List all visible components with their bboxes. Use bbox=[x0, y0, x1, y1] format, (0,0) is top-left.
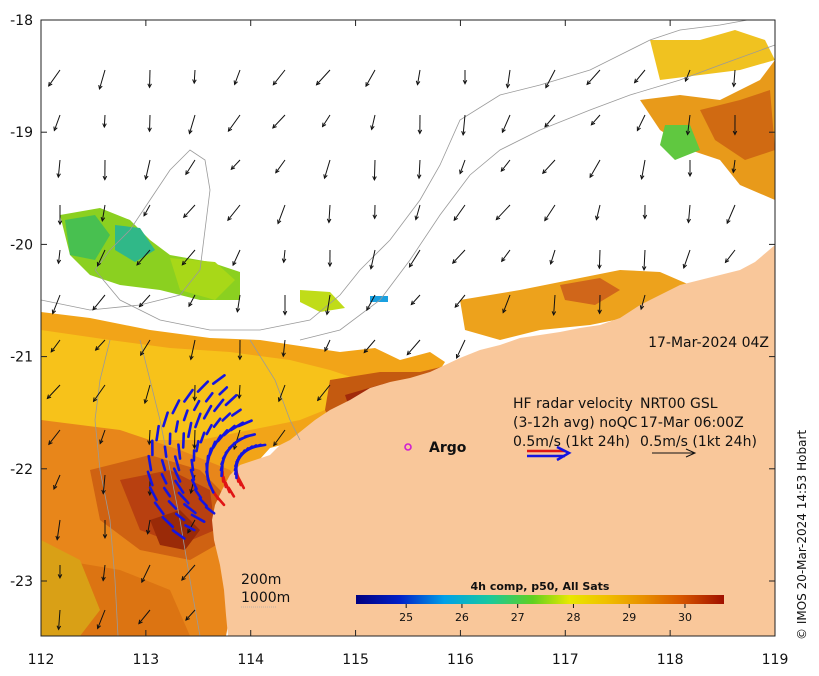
colorbar-gradient bbox=[356, 595, 724, 604]
lon-tick-label: 114 bbox=[237, 652, 264, 668]
lat-tick-label: -22 bbox=[10, 462, 33, 478]
contour-label-1000m: 1000m bbox=[241, 590, 290, 606]
lon-tick-label: 115 bbox=[342, 652, 369, 668]
model-legend-line3: 0.5m/s (1kt 24h) bbox=[640, 434, 757, 450]
hf-radar-arrow bbox=[165, 447, 166, 457]
lon-tick-label: 116 bbox=[447, 652, 474, 668]
colorbar-tick-label: 27 bbox=[511, 611, 525, 624]
hf-radar-arrow bbox=[178, 445, 180, 459]
hf-legend-line3: 0.5m/s (1kt 24h) bbox=[513, 434, 630, 450]
colorbar-title: 4h comp, p50, All Sats bbox=[471, 580, 610, 593]
model-legend-line1: NRT00 GSL bbox=[640, 396, 718, 412]
colorbar-tick-label: 26 bbox=[455, 611, 469, 624]
model-legend-line2: 17-Mar 06:00Z bbox=[640, 415, 744, 431]
colorbar-tick-label: 25 bbox=[399, 611, 413, 624]
map-timestamp: 17-Mar-2024 04Z bbox=[648, 335, 769, 351]
lat-tick-label: -18 bbox=[10, 13, 33, 29]
lon-tick-label: 113 bbox=[132, 652, 159, 668]
imos-credit: © IMOS 20-Mar-2024 14:53 Hobart bbox=[795, 430, 809, 640]
hf-radar-arrow bbox=[192, 460, 193, 470]
colorbar-tick-label: 30 bbox=[678, 611, 692, 624]
hf-radar-arrow bbox=[176, 422, 178, 432]
hf-legend-line2: (3-12h avg) noQC bbox=[513, 415, 638, 431]
lon-tick-label: 112 bbox=[28, 652, 55, 668]
lon-tick-label: 119 bbox=[762, 652, 789, 668]
contour-label-200m: 200m bbox=[241, 572, 281, 588]
argo-label: Argo bbox=[429, 440, 467, 456]
hf-radar-arrow bbox=[183, 433, 184, 447]
lat-tick-label: -20 bbox=[10, 237, 33, 253]
colorbar-tick-label: 29 bbox=[622, 611, 636, 624]
lon-tick-label: 117 bbox=[552, 652, 579, 668]
hf-legend-line1: HF radar velocity bbox=[513, 396, 633, 412]
lat-tick-label: -21 bbox=[10, 350, 33, 366]
lat-tick-label: -23 bbox=[10, 574, 33, 590]
colorbar-tick-label: 28 bbox=[566, 611, 580, 624]
lat-tick-label: -19 bbox=[10, 125, 33, 141]
lon-tick-label: 118 bbox=[657, 652, 684, 668]
hf-radar-arrow bbox=[197, 441, 199, 451]
